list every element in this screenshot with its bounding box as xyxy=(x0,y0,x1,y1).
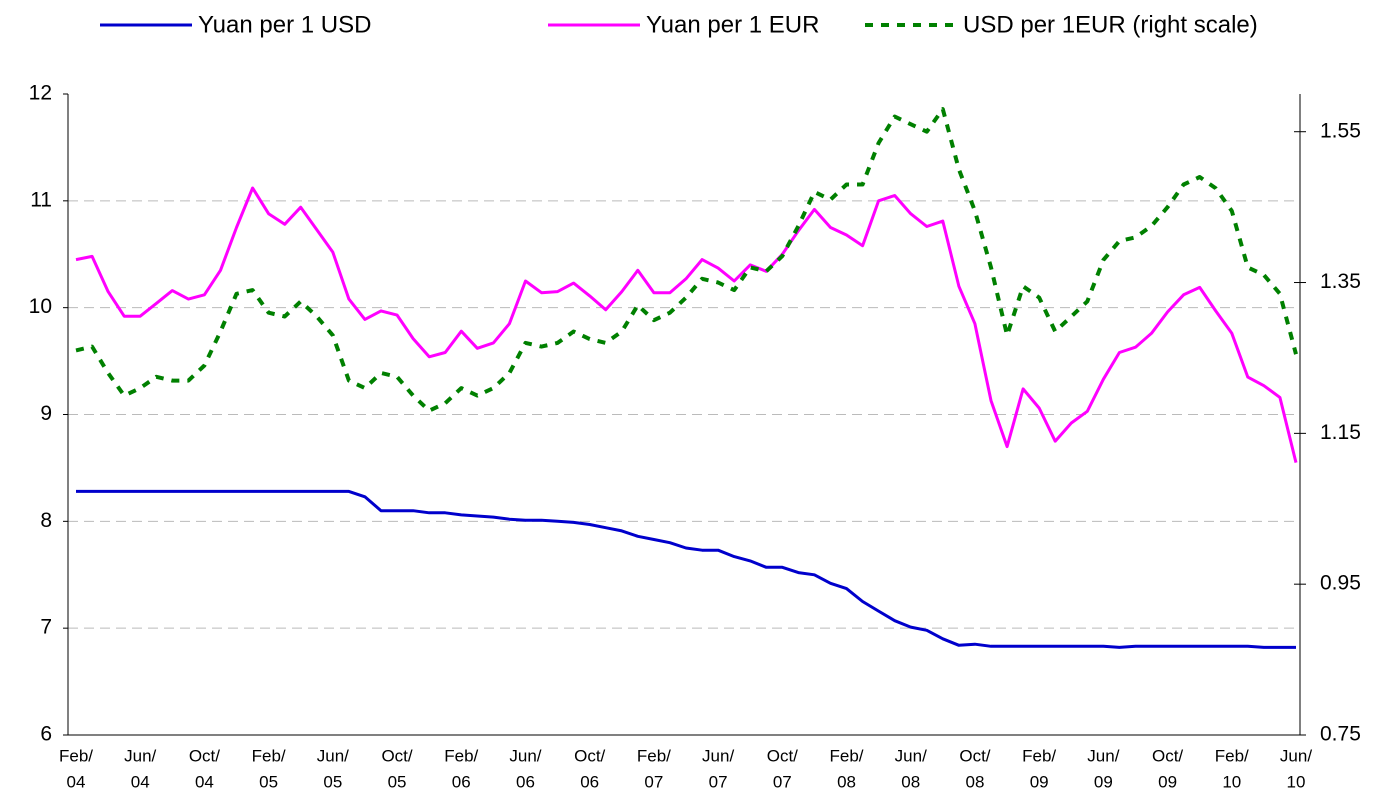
x-tick-label: Feb/ xyxy=(830,746,864,765)
legend-label: USD per 1EUR (right scale) xyxy=(963,11,1258,38)
x-tick-label: Feb/ xyxy=(444,746,478,765)
x-tick-label: Jun/ xyxy=(124,746,156,765)
x-tick-label: 09 xyxy=(1158,772,1177,791)
x-tick-label: 07 xyxy=(773,772,792,791)
x-tick-label: 04 xyxy=(195,772,214,791)
x-tick-label: 09 xyxy=(1030,772,1049,791)
x-tick-label: 07 xyxy=(644,772,663,791)
y-tick-label: 8 xyxy=(40,509,52,532)
x-tick-label: Oct/ xyxy=(381,746,412,765)
y-tick-label: 9 xyxy=(40,402,52,425)
x-tick-label: Oct/ xyxy=(959,746,990,765)
x-tick-label: Jun/ xyxy=(1087,746,1119,765)
x-tick-label: 06 xyxy=(452,772,471,791)
x-tick-label: Feb/ xyxy=(59,746,93,765)
x-tick-label: Oct/ xyxy=(574,746,605,765)
legend-label: Yuan per 1 USD xyxy=(198,11,371,38)
x-tick-label: Oct/ xyxy=(1152,746,1183,765)
x-tick-label: 08 xyxy=(837,772,856,791)
y-tick-label: 10 xyxy=(29,295,52,318)
x-tick-label: Jun/ xyxy=(317,746,349,765)
legend-label: Yuan per 1 EUR xyxy=(646,11,819,38)
x-tick-label: 06 xyxy=(580,772,599,791)
y2-tick-label: 1.55 xyxy=(1320,119,1361,142)
series-line xyxy=(76,489,1296,649)
x-tick-label: 08 xyxy=(901,772,920,791)
x-tick-label: Oct/ xyxy=(767,746,798,765)
y-tick-label: 11 xyxy=(30,188,52,211)
series-line xyxy=(75,107,1298,413)
x-tick-label: 10 xyxy=(1222,772,1241,791)
x-tick-label: 05 xyxy=(259,772,278,791)
y-tick-label: 6 xyxy=(40,723,52,746)
x-tick-label: Feb/ xyxy=(252,746,286,765)
x-tick-label: Jun/ xyxy=(702,746,734,765)
x-tick-label: 08 xyxy=(965,772,984,791)
x-tick-label: 05 xyxy=(323,772,342,791)
x-tick-label: 05 xyxy=(388,772,407,791)
x-tick-label: 07 xyxy=(709,772,728,791)
x-tick-label: 09 xyxy=(1094,772,1113,791)
x-tick-label: 06 xyxy=(516,772,535,791)
y-tick-label: 7 xyxy=(40,616,52,639)
y-tick-label: 12 xyxy=(29,82,52,105)
x-tick-label: 04 xyxy=(67,772,86,791)
x-tick-label: Jun/ xyxy=(895,746,927,765)
x-tick-label: Feb/ xyxy=(1022,746,1056,765)
x-tick-label: Jun/ xyxy=(1280,746,1312,765)
x-tick-label: Feb/ xyxy=(1215,746,1249,765)
x-tick-label: Feb/ xyxy=(637,746,671,765)
x-tick-label: Jun/ xyxy=(509,746,541,765)
y2-tick-label: 0.75 xyxy=(1320,723,1361,746)
series-line xyxy=(75,186,1298,463)
x-tick-label: 10 xyxy=(1287,772,1306,791)
y2-tick-label: 1.35 xyxy=(1320,270,1361,293)
y2-tick-label: 1.15 xyxy=(1320,421,1361,444)
x-tick-label: 04 xyxy=(131,772,150,791)
x-tick-label: Oct/ xyxy=(189,746,220,765)
y2-tick-label: 0.95 xyxy=(1320,572,1361,595)
